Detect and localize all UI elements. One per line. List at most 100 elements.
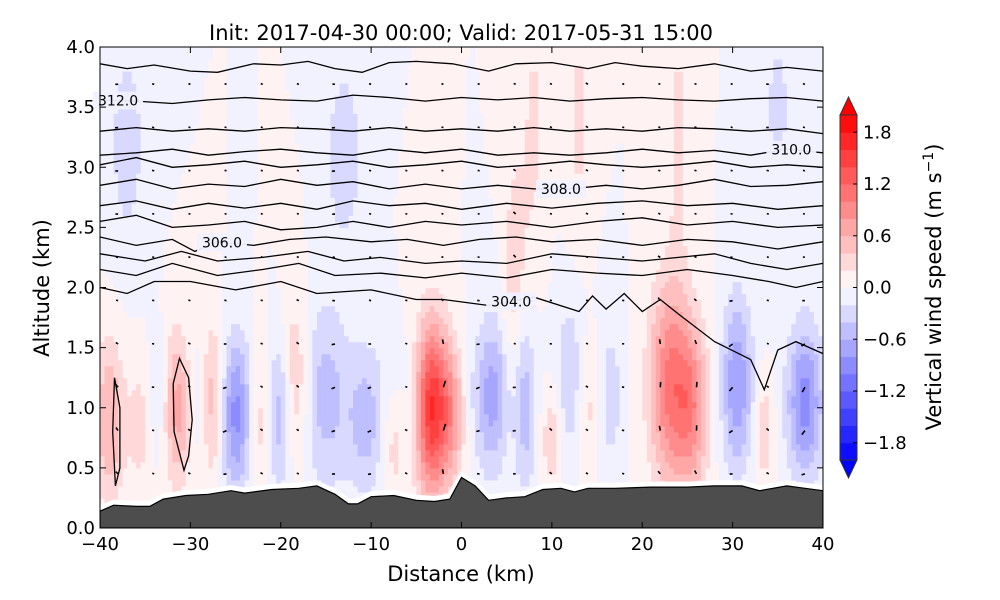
heat-cell [167,305,173,313]
heat-cell [353,245,359,253]
heat-cell [118,131,124,138]
heat-cell [167,479,173,487]
heat-cell [334,191,341,198]
heat-cell [380,341,386,349]
heat-cell [217,389,223,397]
heat-cell [203,341,210,349]
heat-cell [316,293,323,301]
heat-cell [362,119,368,126]
heat-cell [167,161,173,168]
heat-cell [217,227,223,234]
heat-cell [190,425,196,433]
heat-cell [344,77,350,84]
heat-cell [199,437,205,445]
heat-cell [344,449,350,457]
heat-cell [185,437,191,445]
heat-cell [122,77,128,84]
heat-cell [118,479,124,487]
heat-cell [357,455,363,463]
heat-cell [240,449,246,457]
heat-cell [181,251,187,259]
heat-cell [362,281,368,289]
heat-cell [226,455,232,463]
heat-cell [145,65,151,72]
heat-cell [298,431,304,439]
heat-cell [362,293,368,301]
heat-cell [271,233,277,240]
heat-cell [276,185,282,192]
heat-cell [104,443,110,451]
heat-cell [140,101,146,108]
heat-cell [172,467,178,475]
heat-cell [217,311,223,319]
heat-cell [353,269,359,277]
heat-cell [140,203,146,210]
heat-cell [131,173,137,180]
heat-cell [357,107,363,114]
heat-cell [303,167,309,174]
heat-cell [118,299,124,307]
heat-cell [244,461,250,469]
heat-cell [185,125,191,132]
heat-cell [303,281,309,289]
heat-cell [140,245,146,253]
heat-cell [190,353,196,361]
heat-cell [190,203,196,210]
heat-cell [158,377,164,385]
heat-cell [357,383,363,391]
heat-cell [217,365,223,373]
heat-cell [172,443,178,451]
heat-cell [231,173,237,180]
heat-cell [271,425,277,433]
heat-cell [231,473,237,481]
heat-cell [357,341,363,349]
heat-cell [231,461,237,469]
heat-cell [380,413,386,421]
heat-cell [271,383,277,391]
heat-cell [113,149,119,156]
heat-cell [104,239,110,247]
heat-cell [222,395,228,403]
heat-cell [249,383,255,391]
heat-cell [325,239,332,247]
heat-cell [185,281,191,289]
heat-cell [253,263,259,271]
heat-cell [185,185,191,192]
heat-cell [172,179,178,186]
heat-cell [163,167,169,174]
heat-cell [158,47,164,54]
heat-cell [366,383,372,391]
heat-cell [127,305,133,313]
heat-cell [353,215,359,222]
heat-cell [100,359,106,367]
heat-cell [380,485,386,493]
heat-cell [190,329,196,337]
heat-cell [100,383,106,391]
heat-cell [122,269,128,277]
heat-cell [131,215,137,222]
heat-cell [271,77,277,84]
heat-cell [109,299,115,307]
heat-cell [181,479,187,487]
heat-cell [344,53,350,60]
heat-cell [267,347,273,355]
heat-cell [181,287,187,295]
heat-cell [176,101,182,108]
heat-cell [334,371,341,379]
heat-cell [271,71,277,78]
heat-cell [375,275,381,283]
heat-cell [208,179,214,186]
heat-cell [280,113,286,120]
heat-cell [289,53,295,60]
heat-cell [344,209,350,216]
heat-cell [348,461,354,469]
heat-cell [127,185,133,192]
heat-cell [316,347,323,355]
heat-cell [307,365,313,373]
heat-cell [235,275,241,283]
heat-cell [113,389,119,397]
heat-cell [163,143,169,150]
heat-cell [231,467,237,475]
heat-cell [158,359,164,367]
